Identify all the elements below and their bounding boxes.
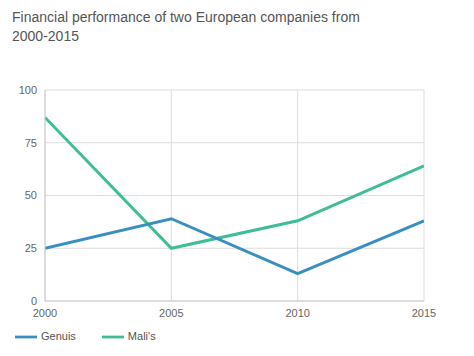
svg-text:2010: 2010 [285, 307, 309, 319]
svg-text:50: 50 [25, 189, 37, 201]
svg-text:2000: 2000 [33, 307, 57, 319]
svg-text:0: 0 [31, 295, 37, 307]
svg-text:2005: 2005 [159, 307, 183, 319]
html-text:Genuis: Genuis [41, 329, 76, 342]
html-text:Mali's: Mali's [127, 329, 156, 342]
html-text:Financial performance of two E: Financial performance of two European co… [12, 9, 360, 44]
svg-text:2015: 2015 [412, 307, 436, 319]
svg-text:75: 75 [25, 137, 37, 149]
svg-text:25: 25 [25, 242, 37, 254]
svg-text:100: 100 [19, 84, 37, 96]
